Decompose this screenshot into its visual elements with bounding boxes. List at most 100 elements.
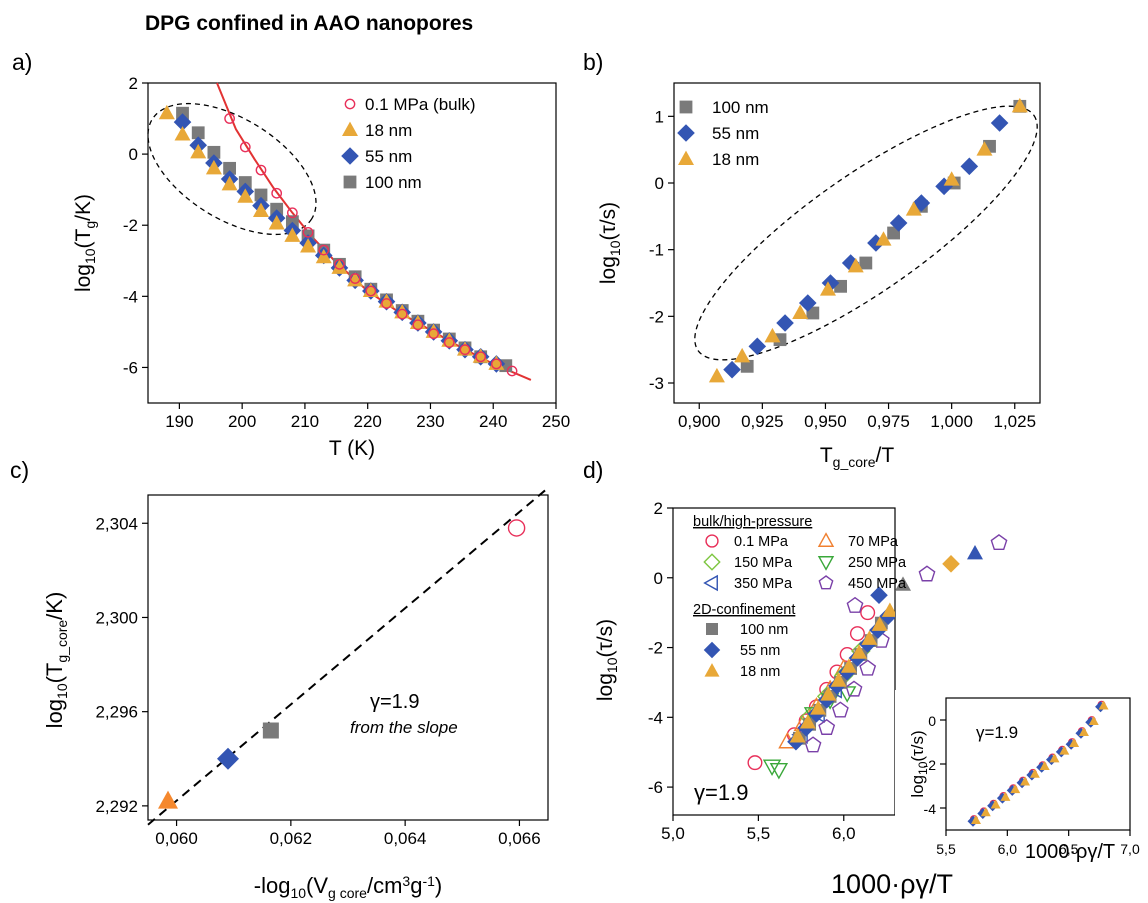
inset-x-tick-label: 7,0 bbox=[1120, 841, 1140, 857]
d-legend-marker bbox=[703, 641, 721, 659]
a-point-0-1-mpa-bulk- bbox=[255, 164, 267, 176]
c-point-diamond bbox=[217, 747, 239, 770]
c-point-square bbox=[262, 722, 279, 739]
d-upper-cluster-point bbox=[895, 576, 911, 591]
a-point-18-nm bbox=[158, 104, 175, 120]
d-point-18-nm bbox=[861, 630, 878, 645]
c-x-tick-label: 0,062 bbox=[270, 829, 313, 848]
d-upper-cluster-point bbox=[990, 534, 1008, 551]
d-legend-marker bbox=[705, 534, 719, 548]
d-upper-cluster-point bbox=[918, 565, 936, 582]
a-point-100-nm bbox=[254, 188, 268, 202]
inset-point-18nm bbox=[980, 807, 991, 817]
d-legend-head-confinement: 2D-confinement bbox=[693, 602, 795, 618]
b-point-18-nm bbox=[708, 367, 725, 383]
a-point-100-nm bbox=[176, 106, 189, 120]
c-x-tick-label: 0,060 bbox=[155, 829, 198, 848]
a-point-100-nm bbox=[223, 161, 236, 175]
d-point-18-nm bbox=[810, 700, 827, 715]
d-legend-marker bbox=[817, 556, 835, 571]
a-x-tick-label: 210 bbox=[291, 412, 319, 431]
d-gamma-annotation: γ=1.9 bbox=[694, 780, 748, 805]
inset-x-tick-label: 6,5 bbox=[1059, 841, 1079, 857]
d-legend-label: 450 MPa bbox=[848, 576, 907, 592]
c-y-tick-label: 2,304 bbox=[95, 514, 138, 533]
d-x-tick-label: 6,0 bbox=[832, 824, 856, 843]
a-point-18-nm bbox=[284, 227, 301, 242]
a-point-18-nm bbox=[237, 188, 254, 203]
a-point-0-1-mpa-bulk- bbox=[271, 187, 283, 199]
inset-point-18nm bbox=[990, 799, 1001, 809]
a-point-0-1-mpa-bulk- bbox=[396, 308, 408, 320]
b-point-55-nm bbox=[889, 214, 908, 232]
a-point-0-1-mpa-bulk- bbox=[428, 328, 439, 340]
d-upper-cluster-point bbox=[967, 544, 983, 560]
b-point-55-nm bbox=[935, 177, 953, 196]
d-x-tick-label: 5,0 bbox=[661, 824, 685, 843]
c-y-axis-label: log10(Tg_core/K) bbox=[42, 592, 70, 729]
panel-a-chart: 190 200 210 220 230 240 250 -6 -4 -2 0 2 T (K) log10(… bbox=[72, 74, 570, 460]
a-point-18-nm bbox=[174, 126, 191, 141]
c-slope-annotation: from the slope bbox=[350, 718, 458, 737]
a-frame bbox=[147, 82, 557, 404]
a-y-tick-label: -6 bbox=[123, 358, 138, 377]
b-y-axis-label: log10(τ/s) bbox=[597, 202, 623, 284]
b-x-tick-label: 0,925 bbox=[741, 412, 784, 431]
inset-point-18nm bbox=[1020, 776, 1031, 786]
a-legend-label: 18 nm bbox=[365, 121, 412, 140]
panel-c-label: c) bbox=[10, 457, 29, 483]
inset-x-tick-label: 6,0 bbox=[998, 841, 1018, 857]
a-x-tick-label: 220 bbox=[354, 412, 382, 431]
b-y-tick-label: 0 bbox=[655, 174, 664, 193]
a-point-18-nm bbox=[190, 143, 207, 159]
a-point-18-nm bbox=[205, 159, 222, 175]
d-legend-marker bbox=[817, 532, 835, 547]
b-point-55-nm bbox=[723, 360, 741, 379]
a-x-tick-label: 240 bbox=[479, 412, 507, 431]
d-upper-cluster-point bbox=[942, 555, 960, 573]
a-y-tick-label: -4 bbox=[123, 287, 138, 306]
a-point-0-1-mpa-bulk- bbox=[239, 141, 251, 153]
c-frame bbox=[147, 494, 549, 821]
b-y-tick-label: -2 bbox=[649, 307, 664, 326]
d-point-18-nm bbox=[840, 658, 857, 673]
panel-d-label: d) bbox=[583, 457, 603, 483]
a-point-18-nm bbox=[315, 248, 332, 264]
a-point-0-1-mpa-bulk- bbox=[459, 344, 471, 356]
a-legend-label: 100 nm bbox=[365, 173, 422, 192]
b-y-tick-label: -3 bbox=[649, 374, 664, 393]
inset-point-18nm bbox=[1069, 737, 1080, 747]
b-point-100-nm bbox=[740, 359, 754, 373]
b-legend-label: 100 nm bbox=[712, 98, 769, 117]
b-point-18-nm bbox=[734, 347, 751, 363]
a-point-18-nm bbox=[347, 271, 364, 287]
inset-point-18nm bbox=[1059, 745, 1070, 755]
d-frame bbox=[672, 507, 896, 816]
a-legend-marker bbox=[344, 98, 356, 110]
d-legend-marker bbox=[706, 623, 718, 635]
b-point-18-nm bbox=[943, 171, 960, 186]
a-point-0-1-mpa-bulk- bbox=[349, 273, 361, 284]
inset-gamma-annotation: γ=1.9 bbox=[976, 723, 1018, 742]
d-legend-label: 18 nm bbox=[740, 664, 780, 680]
figure-title: DPG confined in AAO nanopores bbox=[145, 12, 473, 35]
d-point-18-nm bbox=[820, 686, 837, 701]
d-y-tick-label: -6 bbox=[648, 778, 663, 797]
d-legend-label: 70 MPa bbox=[848, 534, 899, 550]
d-legend-label: 250 MPa bbox=[848, 555, 907, 571]
a-point-18-nm bbox=[268, 215, 285, 230]
d-y-tick-label: -4 bbox=[648, 708, 663, 727]
a-legend-label: 0.1 MPa (bulk) bbox=[365, 95, 476, 114]
inset-background bbox=[895, 690, 1140, 870]
inset-point-18nm bbox=[1078, 726, 1089, 736]
d-y-axis-label: log10(τ/s) bbox=[594, 619, 620, 701]
b-frame bbox=[673, 82, 1041, 404]
a-legend-marker bbox=[342, 121, 358, 136]
b-point-55-nm bbox=[867, 234, 885, 252]
a-point-0-1-mpa-bulk- bbox=[302, 226, 314, 238]
d-point-450-mpa bbox=[818, 718, 836, 735]
d-legend-label: 350 MPa bbox=[734, 576, 793, 592]
a-point-0-1-mpa-bulk- bbox=[224, 113, 235, 124]
panel-d-chart: 5,0 5,5 6,0 -6 -4 -2 0 2 1000·ργ/T log10(τ/s) γ=1.… bbox=[594, 499, 1008, 899]
